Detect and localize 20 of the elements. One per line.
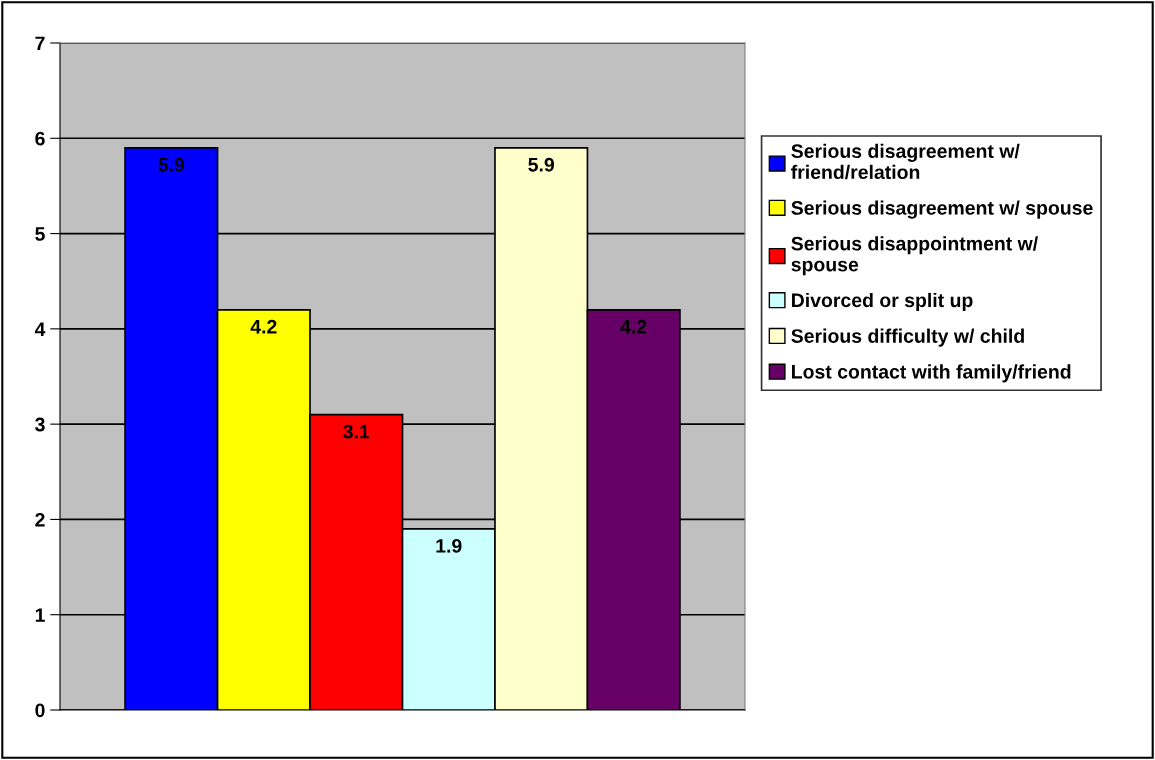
- data-label: 4.2: [620, 319, 647, 334]
- data-label: 4.2: [250, 319, 277, 334]
- legend-label: Serious disagreement w/ spouse: [791, 200, 1093, 219]
- y-tick-label: 3: [35, 417, 45, 432]
- y-tick-label: 7: [35, 36, 45, 51]
- data-label: 5.9: [158, 157, 185, 172]
- data-label: 3.1: [343, 424, 370, 439]
- legend-label: Serious difficulty w/ child: [791, 328, 1024, 347]
- y-tick-label: 2: [35, 512, 45, 527]
- y-tick-label: 1: [35, 608, 45, 622]
- legend-label: Serious disagreement w/ friend/relation: [791, 143, 1020, 180]
- legend-label: Serious disappointment w/ spouse: [791, 236, 1038, 276]
- data-label: 5.9: [528, 157, 555, 172]
- legend-label: Lost contact with family/friend: [792, 364, 1071, 383]
- y-tick-label: 6: [35, 131, 45, 146]
- y-tick-label: 4: [34, 322, 46, 336]
- y-tick-label: 5: [35, 227, 45, 241]
- y-tick-label: 0: [35, 703, 45, 718]
- data-label: 1.9: [436, 539, 462, 553]
- legend-label: Divorced or split up: [792, 292, 973, 312]
